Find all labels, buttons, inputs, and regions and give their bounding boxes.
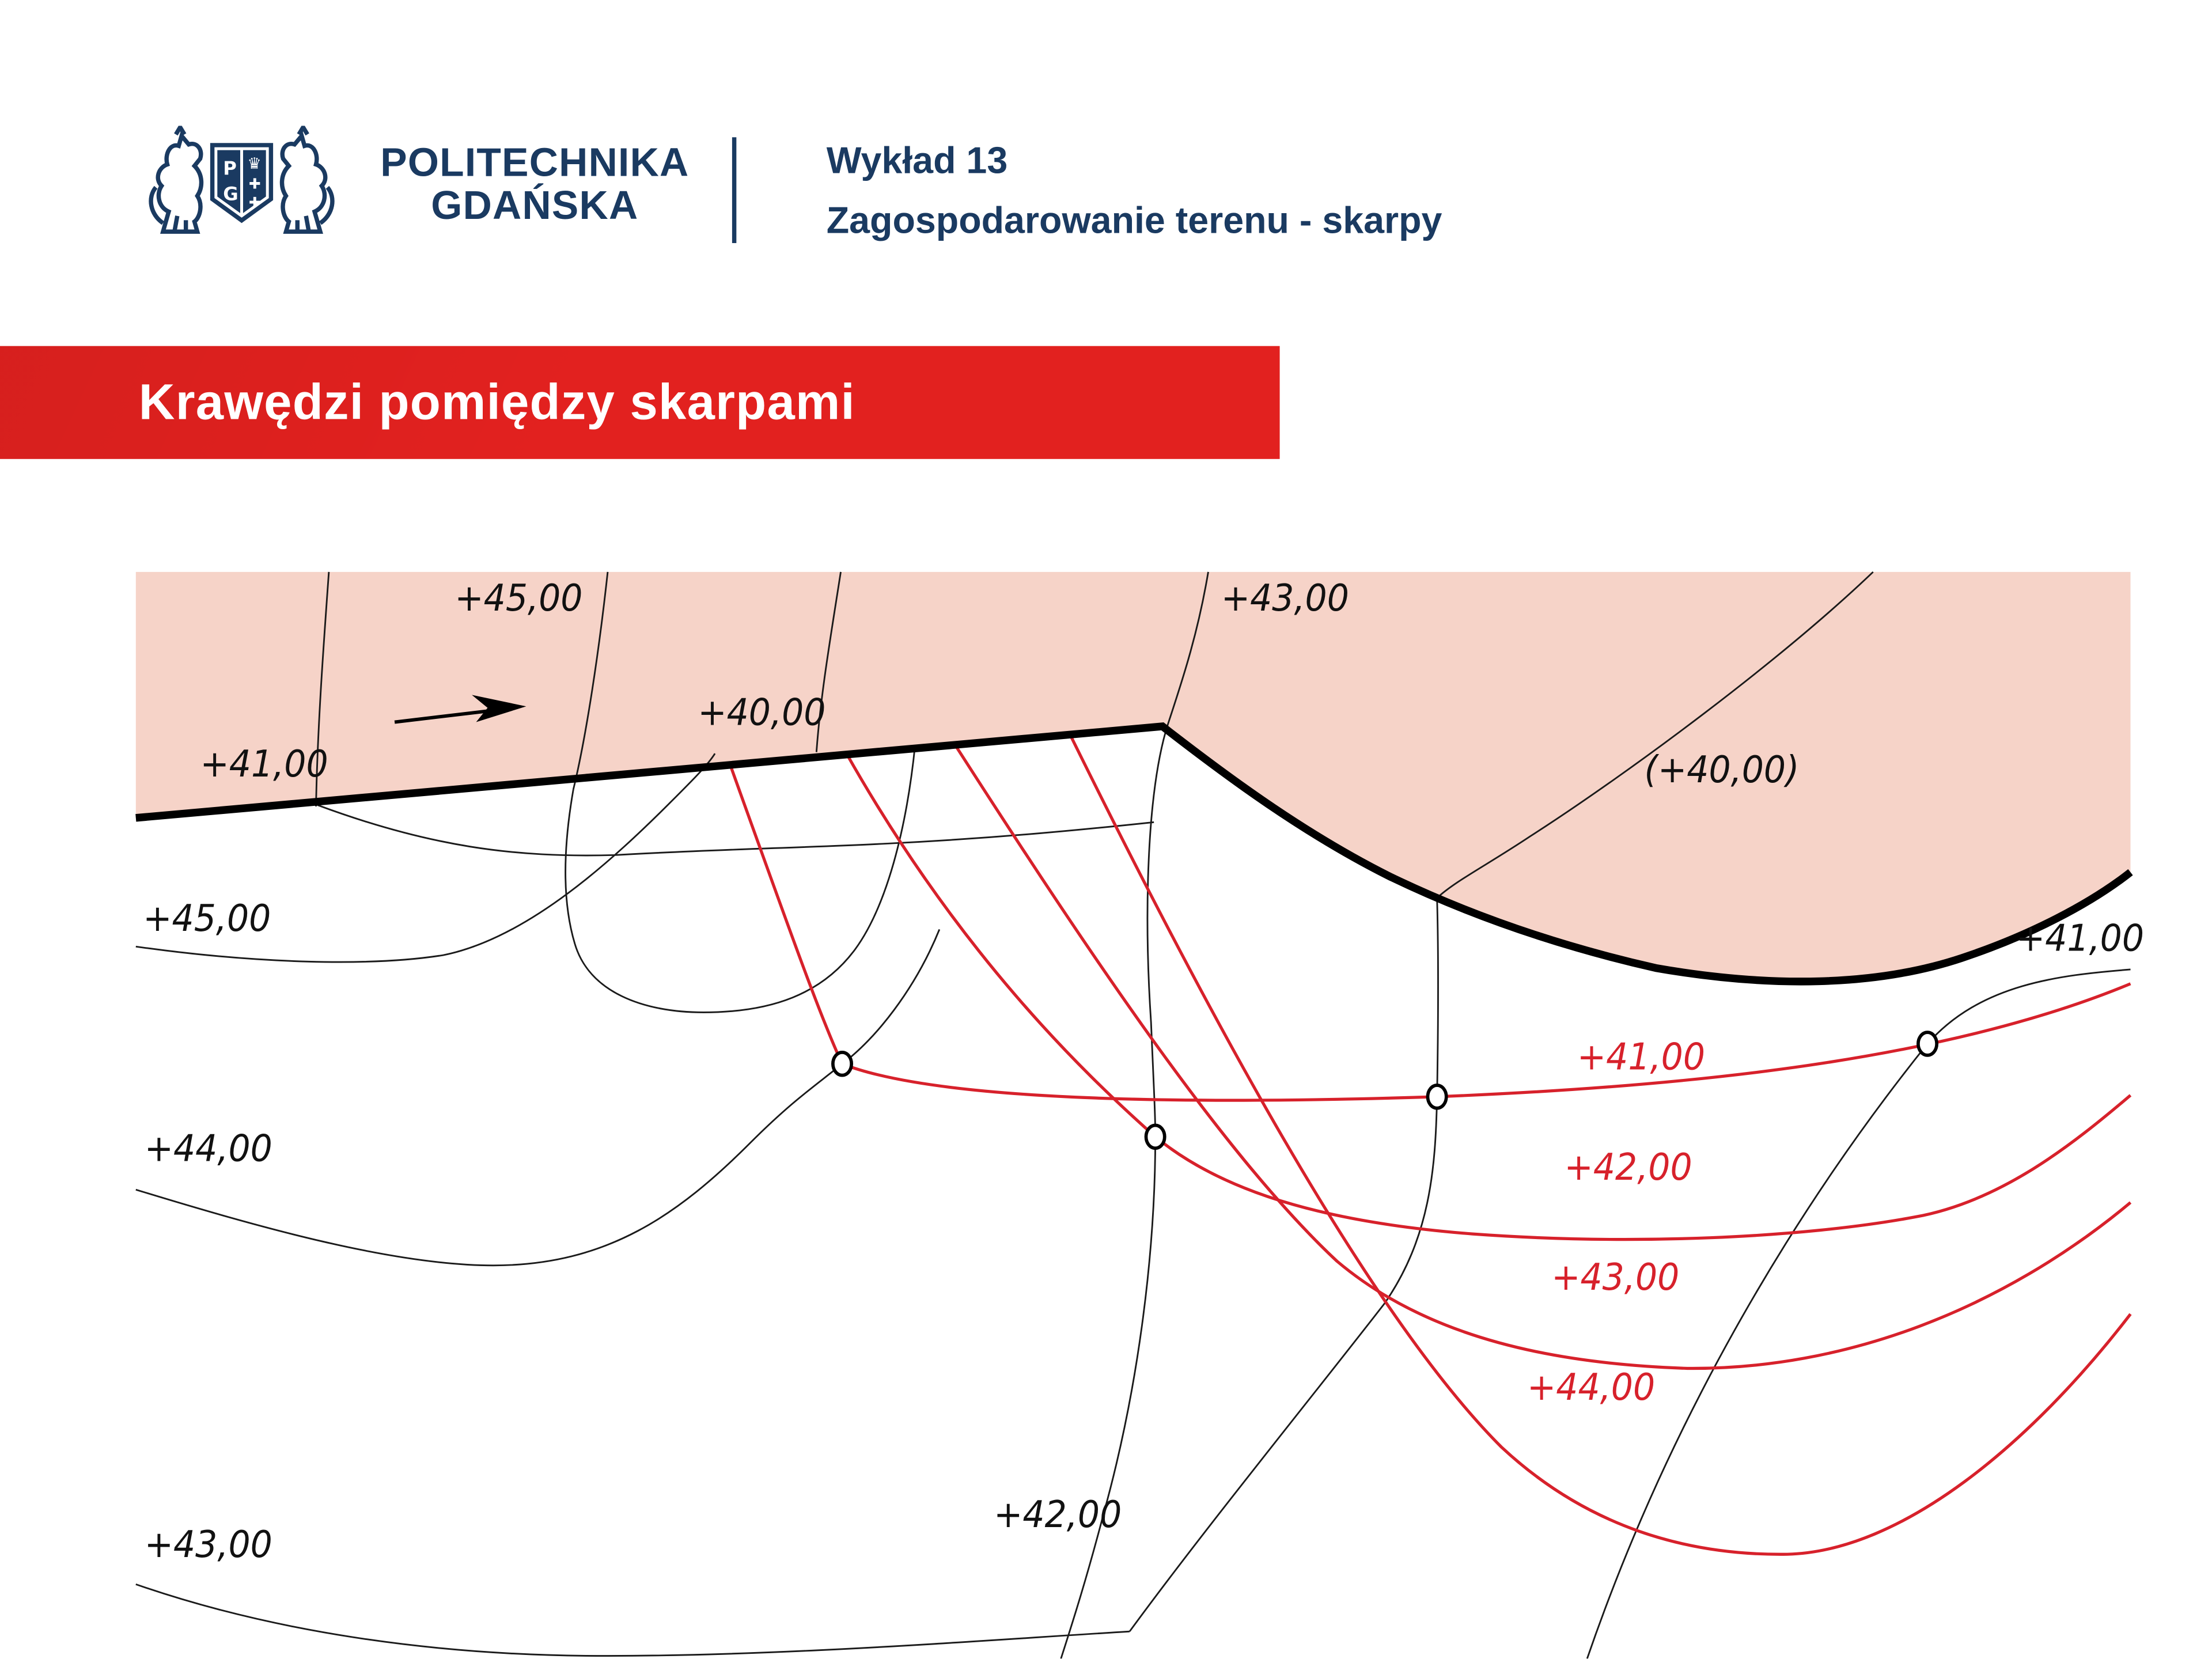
lion-left-icon <box>149 126 204 234</box>
terrain-contour-plateau-mid-a-upper <box>572 571 609 790</box>
upper-terrain-area <box>135 571 2131 982</box>
section-title-bar: Krawędzi pomiędzy skarpami <box>0 346 1280 459</box>
plateau-elevation-label: +41,00 <box>200 743 328 787</box>
terrain-elevation-label: +44,00 <box>144 1128 272 1171</box>
terrain-contour-44 <box>135 929 941 1267</box>
terrain-contour-42 <box>1128 897 1439 1633</box>
terrain-elevation-label: +43,00 <box>144 1524 272 1567</box>
slope-contour-43 <box>953 744 2132 1370</box>
intersection-marker <box>1426 1084 1448 1110</box>
slope-contour-42 <box>845 752 2132 1241</box>
terrain-contour-plateau-right-sweep <box>1436 571 1874 899</box>
svg-text:✚: ✚ <box>249 194 261 211</box>
terrain-elevation-label: +41,00 <box>2016 918 2145 961</box>
direction-arrow-icon <box>394 695 527 724</box>
header-divider <box>732 137 737 243</box>
slope-elevation-label: +41,00 <box>1577 1036 1706 1080</box>
slope-elevation-label: +42,00 <box>1564 1146 1692 1190</box>
plateau-elevation-label: +40,00 <box>698 692 826 735</box>
terrain-contour-plateau-mid-b <box>815 571 842 752</box>
terrain-branch-line <box>317 804 1154 857</box>
plateau-elevation-label: +43,00 <box>1221 577 1349 621</box>
slope-elevation-label: +43,00 <box>1551 1256 1680 1300</box>
svg-text:✚: ✚ <box>249 176 261 192</box>
lion-right-icon <box>279 126 335 234</box>
slope-contour-44 <box>1068 733 2132 1556</box>
lecture-subtitle: Zagospodarowanie terenu - skarpy <box>826 199 1442 242</box>
plateau-elevation-label: (+40,00) <box>1644 749 1800 793</box>
slope-elevation-label: +44,00 <box>1527 1367 1656 1410</box>
lecture-number: Wykład 13 <box>826 138 1008 182</box>
terrain-contour-pocket <box>565 745 916 1013</box>
slope-contour-41 <box>728 762 2131 1102</box>
university-name-line1: POLITECHNIKA <box>380 140 690 185</box>
section-title: Krawędzi pomiędzy skarpami <box>138 374 855 431</box>
plateau-elevation-label: +45,00 <box>454 577 583 621</box>
terrain-contour-plateau-left <box>315 571 330 806</box>
terrain-contour-43 <box>135 1583 1130 1657</box>
terrain-contour-45 <box>135 753 716 963</box>
terrain-contour-41-right <box>1586 968 2131 1659</box>
intersection-marker <box>1916 1031 1939 1057</box>
intersection-marker <box>831 1051 854 1077</box>
university-name-line2: GDAŃSKA <box>431 183 639 228</box>
pg-shield-icon: P G ♛ ✚ ✚ <box>210 143 274 224</box>
university-name: POLITECHNIKA GDAŃSKA <box>366 140 703 228</box>
pg-logo-icon: P G ♛ ✚ ✚ <box>149 126 335 234</box>
terrain-elevation-label: +45,00 <box>143 897 271 941</box>
intersection-marker <box>1144 1123 1166 1150</box>
svg-text:P: P <box>223 157 237 179</box>
terrain-elevation-label: +42,00 <box>994 1494 1122 1537</box>
edge-line <box>135 722 2133 986</box>
svg-text:♛: ♛ <box>247 155 261 173</box>
svg-text:G: G <box>223 183 238 205</box>
